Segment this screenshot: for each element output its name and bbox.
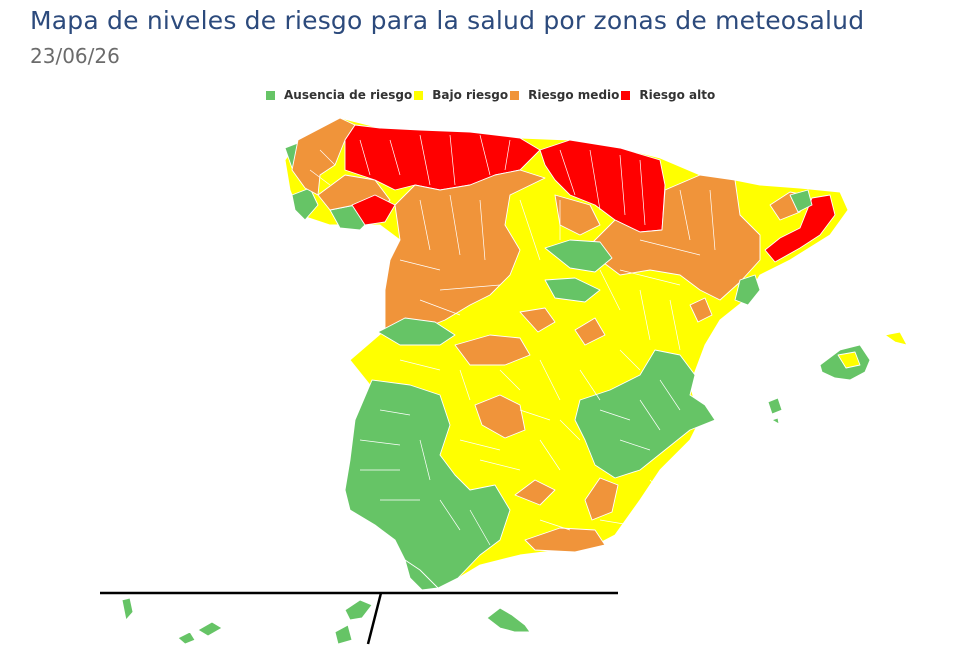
legend-item-medio[interactable]: Riesgo medio xyxy=(510,88,621,102)
legend-item-alto[interactable]: Riesgo alto xyxy=(621,88,717,102)
zone-ciudadreal-orange[interactable] xyxy=(474,394,526,439)
zone-extremadura-green[interactable] xyxy=(344,379,511,589)
zone-gomera-green[interactable] xyxy=(177,631,196,645)
page-title: Mapa de niveles de riesgo para la salud … xyxy=(30,6,865,35)
legend-label: Bajo riesgo xyxy=(432,88,509,102)
zone-catalonia-green[interactable] xyxy=(789,189,813,213)
zone-mallorca-yellow[interactable] xyxy=(837,351,861,369)
legend-label: Riesgo medio xyxy=(528,88,620,102)
legend-swatch-green xyxy=(266,90,275,100)
zone-soria-orange[interactable] xyxy=(554,194,601,236)
zone-grancanaria-green[interactable] xyxy=(334,624,353,645)
legend-swatch-yellow xyxy=(414,90,424,100)
zone-teruel-orange[interactable] xyxy=(689,297,713,323)
zone-hierro-green[interactable] xyxy=(197,621,223,637)
map-date: 23/06/26 xyxy=(30,44,120,68)
zone-cuenca-orange[interactable] xyxy=(574,317,606,346)
zone-lapalma-green[interactable] xyxy=(121,597,134,621)
zone-guadalajara-orange[interactable] xyxy=(519,307,556,333)
canarias-inset-divider xyxy=(366,592,383,645)
zone-cadiz-green[interactable] xyxy=(404,559,439,591)
zone-fuerteventura-green[interactable] xyxy=(486,607,531,633)
zone-girona-red[interactable] xyxy=(764,194,836,263)
zone-galicia-orange[interactable] xyxy=(291,117,356,196)
zone-segovia-green[interactable] xyxy=(544,277,601,303)
zone-madrid-orange[interactable] xyxy=(454,334,531,366)
zone-jaen-orange[interactable] xyxy=(514,479,556,506)
zone-castellon-green[interactable] xyxy=(734,274,761,306)
zone-formentera-green[interactable] xyxy=(771,417,780,425)
zone-ibiza-green[interactable] xyxy=(767,397,783,415)
legend-swatch-orange xyxy=(510,90,520,100)
zone-murcia-orange[interactable] xyxy=(584,477,619,521)
zone-aragon-orange[interactable] xyxy=(589,174,761,301)
legend-label: Riesgo alto xyxy=(639,88,716,102)
zone-granada-orange[interactable] xyxy=(524,527,606,553)
zone-menorca-yellow[interactable] xyxy=(884,331,908,346)
zone-avila-green[interactable] xyxy=(377,317,456,346)
zone-burgos-green[interactable] xyxy=(544,239,613,273)
zone-leon-red[interactable] xyxy=(351,194,396,226)
legend: Ausencia de riesgo Bajo riesgo Riesgo me… xyxy=(266,87,717,103)
zone-albacete-green[interactable] xyxy=(574,349,716,479)
legend-swatch-red xyxy=(621,90,631,100)
zone-tenerife-green[interactable] xyxy=(344,599,373,621)
zone-cyl-orange[interactable] xyxy=(384,169,546,331)
legend-item-ausencia[interactable]: Ausencia de riesgo xyxy=(266,88,414,102)
zone-boundaries xyxy=(309,134,716,546)
legend-label: Ausencia de riesgo xyxy=(284,88,413,102)
legend-item-bajo[interactable]: Bajo riesgo xyxy=(414,88,510,102)
